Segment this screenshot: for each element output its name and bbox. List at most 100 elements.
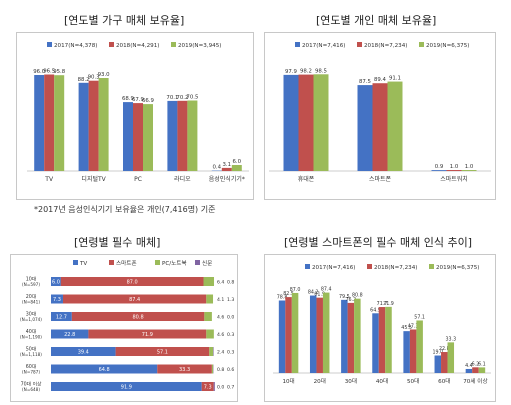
legend-swatch: [305, 264, 310, 269]
bar: [323, 293, 330, 373]
chart-panel-household: 2017(N=4,378)2018(N=4,291)2019(N=3,945)9…: [16, 32, 254, 200]
bar: [341, 300, 348, 373]
bar: [447, 170, 462, 171]
chart-title-household: [연도별 가구 매체 보유율]: [64, 12, 184, 28]
bar: [432, 170, 447, 171]
data-label: 7.3: [204, 384, 212, 390]
bar: [79, 83, 89, 171]
legend-label: 2019(N=6,375): [436, 265, 480, 271]
category-label: TV: [44, 176, 54, 183]
legend-label: TV: [79, 261, 87, 267]
data-label: 0.3: [227, 349, 234, 355]
bar: [310, 296, 317, 373]
category-label: 70세 이상: [463, 377, 487, 385]
data-label: 98.5: [315, 68, 327, 74]
data-label: 98.2: [300, 69, 312, 75]
chart-title-personal: [연도별 개인 매체 보유율]: [316, 12, 436, 28]
legend-label: 2019(N=6,375): [426, 43, 470, 49]
data-label: 6.0: [233, 159, 242, 165]
bar: [448, 342, 455, 373]
legend-label: 신문: [202, 259, 212, 267]
data-label: 2.4: [217, 349, 224, 355]
category-label: 스마트폰: [369, 175, 392, 183]
data-label: 70.5: [186, 95, 198, 101]
bar: [279, 301, 286, 373]
data-label: 87.4: [129, 297, 140, 303]
legend-swatch: [109, 260, 114, 265]
category-label: 휴대폰: [298, 175, 315, 183]
category-label: 40대: [376, 377, 388, 385]
data-label: 0.0: [217, 384, 224, 390]
data-label: 80.8: [133, 314, 144, 320]
bar: [299, 75, 314, 171]
data-label: 71.9: [142, 332, 153, 338]
data-label: 0.9: [435, 164, 444, 170]
data-label: 91.9: [121, 384, 132, 390]
stack-segment: [206, 330, 214, 339]
bar: [373, 83, 388, 171]
bar: [54, 75, 64, 171]
legend-swatch: [73, 260, 78, 265]
bar: [416, 320, 423, 373]
category-sublabel: (N=1,118): [20, 352, 42, 357]
data-label: 33.3: [179, 367, 190, 373]
bar: [358, 85, 373, 171]
data-label: 0.3: [227, 332, 234, 338]
data-label: 0.0: [227, 314, 234, 320]
category-sublabel: (N=841): [22, 300, 40, 305]
legend-label: 2018(N=4,291): [116, 43, 160, 49]
legend-label: 2017(N=7,416): [302, 43, 346, 49]
bar: [385, 307, 392, 373]
chart-panel-age-smartphone: 2017(N=7,416)2018(N=7,234)2019(N=6,375)7…: [264, 254, 496, 402]
data-label: 89.4: [374, 77, 387, 83]
data-label: 7.3: [53, 297, 61, 303]
category-sublabel: (N=597): [22, 282, 40, 287]
category-label: 30대: [345, 377, 357, 385]
data-label: 0.8: [217, 367, 224, 373]
legend-swatch: [357, 42, 362, 47]
data-label: 66.9: [142, 98, 155, 104]
bar: [388, 82, 403, 171]
data-label: 1.0: [465, 164, 474, 170]
data-label: 12.7: [56, 314, 67, 320]
category-label: 20대: [314, 377, 326, 385]
bar: [285, 297, 292, 373]
category-label: 디지털TV: [81, 175, 106, 183]
bar: [348, 303, 355, 373]
category-sublabel: (N=648): [22, 387, 40, 392]
data-label: 87.0: [290, 287, 301, 293]
bar: [292, 293, 298, 373]
category-label: 50대: [407, 377, 419, 385]
data-label: 6.4: [217, 279, 224, 285]
bar: [34, 75, 44, 171]
legend-swatch: [171, 42, 176, 47]
data-label: 0.4: [213, 165, 222, 171]
chart-title-age-smartphone: [연령별 스마트폰의 필수 매체 인식 추이]: [284, 234, 472, 250]
bar: [123, 102, 133, 171]
bar: [435, 356, 442, 373]
data-label: 4.6: [217, 314, 224, 320]
data-label: 0.7: [227, 384, 234, 390]
bar: [466, 369, 473, 373]
chart-panel-personal: 2017(N=7,416) 2018(N=7,234) 2019(N=6,375) 9…: [264, 32, 496, 200]
legend-label: PC/노트북: [162, 260, 187, 267]
legend-label: 2018(N=7,234): [364, 43, 408, 49]
category-sublabel: (N=1,190): [20, 335, 42, 340]
data-label: 0.8: [227, 279, 234, 285]
stack-segment: [212, 365, 213, 374]
data-label: 71.9: [383, 301, 394, 307]
legend-swatch: [367, 264, 372, 269]
bar: [232, 165, 242, 171]
category-label: 음성인식기기*: [209, 175, 245, 183]
legend-swatch: [295, 42, 300, 47]
bar: [99, 78, 109, 171]
bar: [441, 352, 448, 373]
data-label: 39.4: [78, 349, 89, 355]
bar: [44, 75, 54, 172]
category-label: 라디오: [174, 175, 191, 183]
bar: [89, 81, 99, 171]
stack-segment: [214, 382, 215, 391]
data-label: 1.3: [227, 297, 234, 303]
